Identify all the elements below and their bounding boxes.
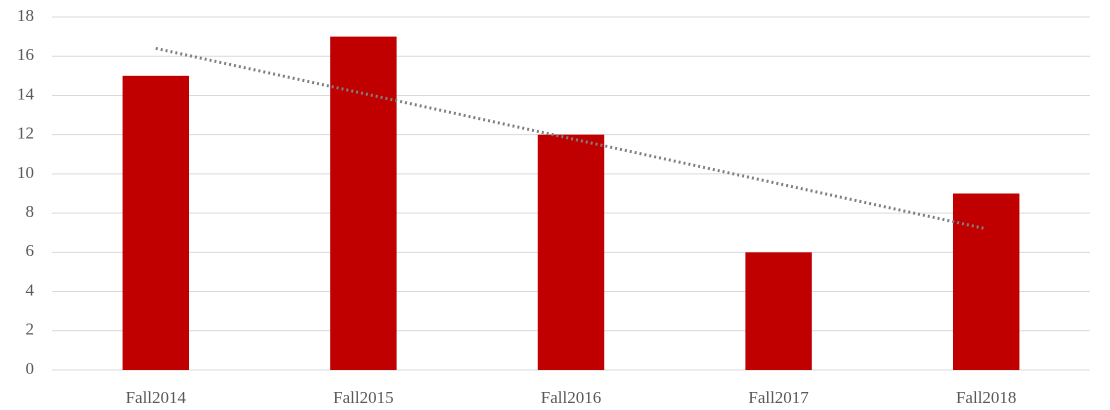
x-tick-label: Fall2015 xyxy=(333,388,393,407)
bar xyxy=(745,252,812,370)
trendline xyxy=(155,46,987,231)
y-tick-label: 16 xyxy=(17,45,34,64)
y-tick-label: 0 xyxy=(26,359,35,378)
bar xyxy=(952,193,1020,370)
y-tick-label: 12 xyxy=(17,124,34,143)
bar xyxy=(330,36,397,370)
y-tick-label: 10 xyxy=(17,163,34,182)
y-tick-label: 2 xyxy=(26,320,35,339)
bar xyxy=(537,134,605,370)
y-tick-label: 6 xyxy=(26,241,35,260)
x-tick-label: Fall2014 xyxy=(126,388,187,407)
x-tick-label: Fall2016 xyxy=(541,388,601,407)
y-tick-label: 14 xyxy=(17,84,35,103)
y-tick-label: 8 xyxy=(26,202,35,221)
x-tick-label: Fall2017 xyxy=(748,388,809,407)
x-tick-label: Fall2018 xyxy=(956,388,1016,407)
y-tick-label: 4 xyxy=(26,280,35,299)
bar xyxy=(122,75,190,370)
y-tick-label: 18 xyxy=(17,6,34,25)
